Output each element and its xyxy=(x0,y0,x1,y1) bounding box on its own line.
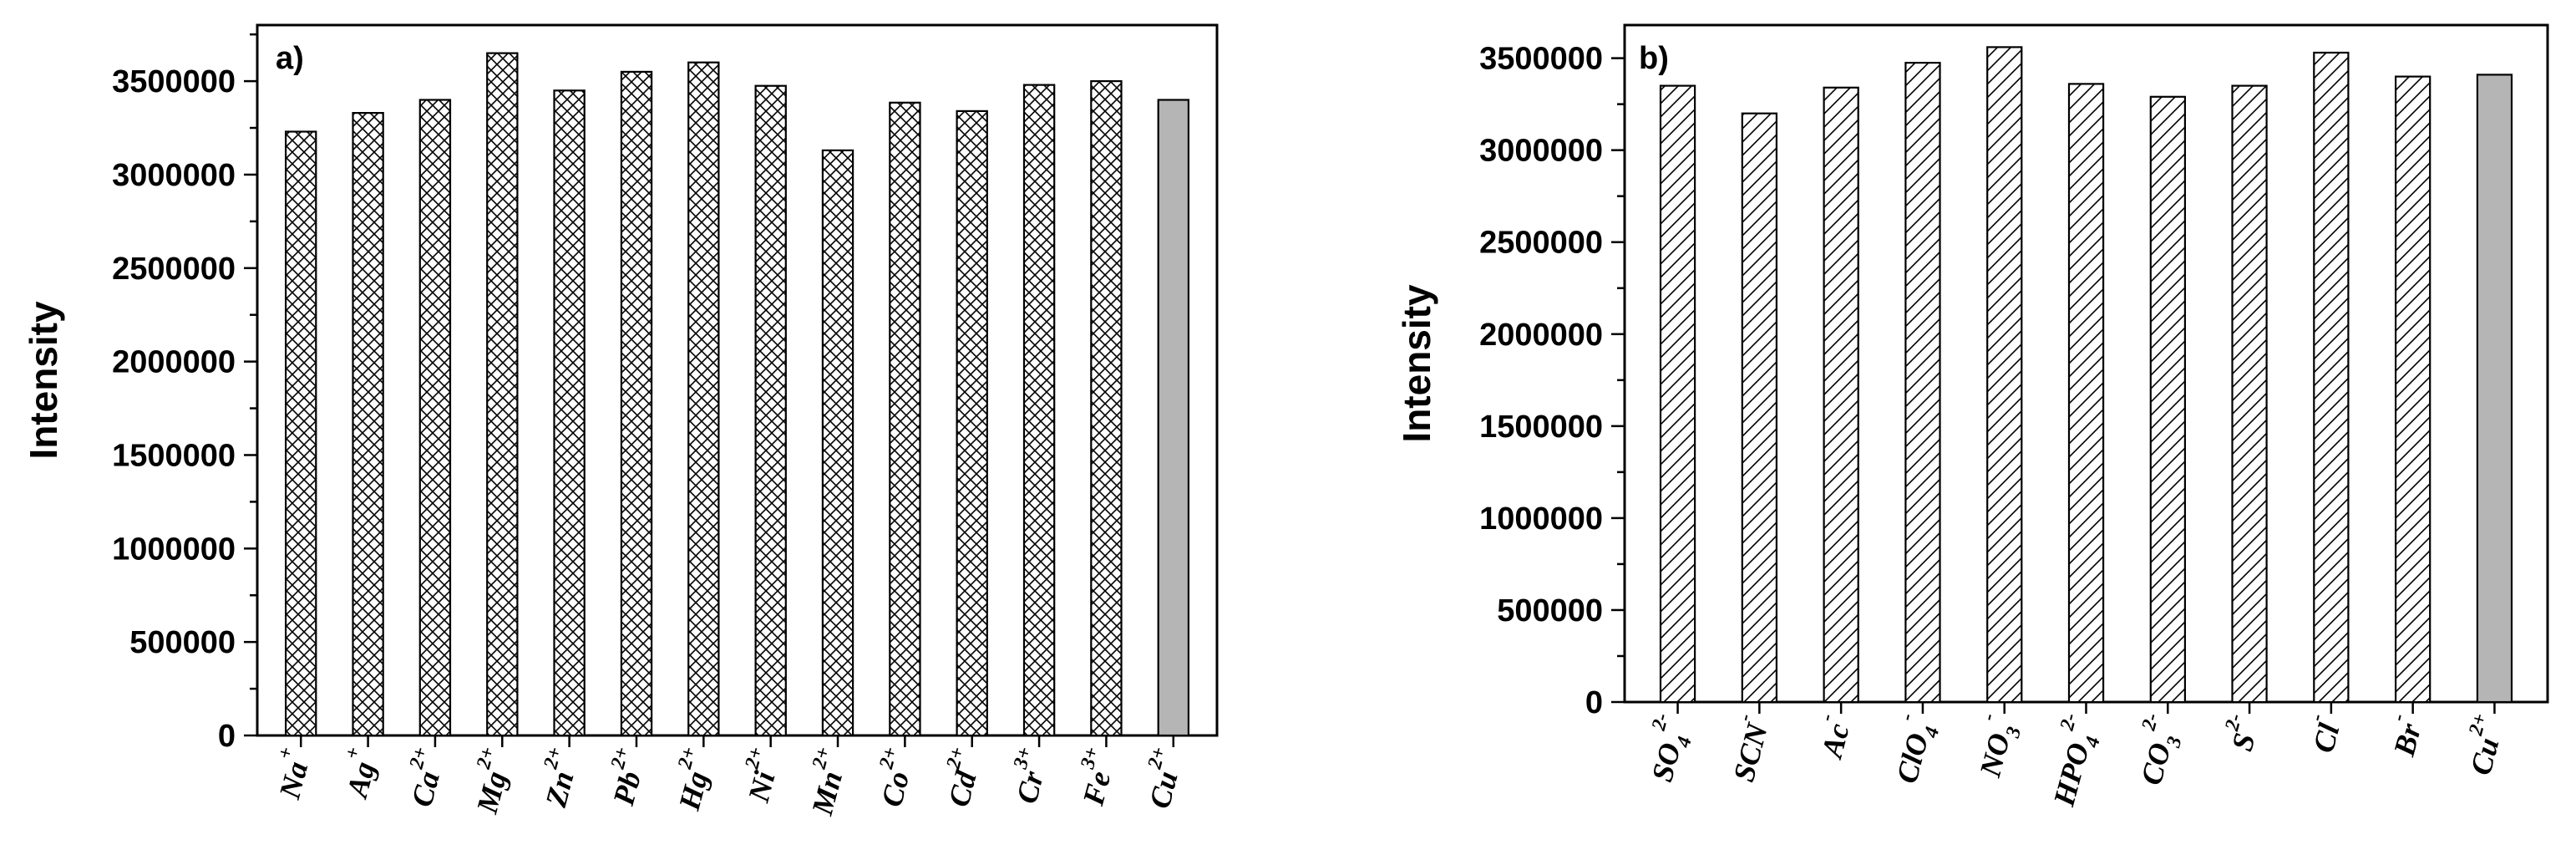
bar-b-5 xyxy=(2067,83,2105,704)
y-tick-label-a: 3000000 xyxy=(112,158,236,193)
bar-a-7 xyxy=(754,84,787,737)
bar-b-0 xyxy=(1659,84,1696,704)
bar-b-7 xyxy=(2231,84,2268,704)
x-category-label-b-0: SO42- xyxy=(1635,711,1701,787)
x-category-label-b-3: ClO4- xyxy=(1880,711,1946,789)
bar-a-5 xyxy=(620,70,653,737)
y-tick-label-a: 1500000 xyxy=(112,438,236,473)
panel-label-b: b) xyxy=(1639,41,1669,76)
bar-a-1 xyxy=(352,112,384,737)
y-axis-title-b: Intensity xyxy=(1395,284,1438,443)
x-category-label-a-9: Co2+ xyxy=(866,745,921,810)
x-category-label-b-8: Cl- xyxy=(2298,711,2347,756)
bar-b-3 xyxy=(1904,61,1941,704)
y-tick-label-a: 500000 xyxy=(129,625,236,660)
x-category-label-a-11: Cr3+ xyxy=(1001,745,1056,807)
bar-a-9 xyxy=(889,101,921,737)
y-tick-label-b: 3000000 xyxy=(1479,134,1603,169)
y-tick-label-a: 2500000 xyxy=(112,252,236,287)
bar-b-8 xyxy=(2313,51,2350,704)
y-axis-title-a: Intensity xyxy=(22,301,65,460)
y-tick-label-a: 0 xyxy=(218,719,236,754)
x-category-label-b-4: NO3- xyxy=(1963,711,2027,783)
panel-label-a: a) xyxy=(276,41,304,76)
y-tick-label-b: 1000000 xyxy=(1479,501,1603,537)
x-category-label-a-3: Mg2+ xyxy=(462,745,519,817)
bar-a-3 xyxy=(486,52,519,737)
bar-a-4 xyxy=(553,89,586,737)
x-category-label-a-5: Pb2+ xyxy=(598,745,653,809)
x-category-label-a-1: Ag+ xyxy=(332,745,384,802)
y-tick-label-b: 0 xyxy=(1585,685,1603,720)
y-tick-label-b: 2000000 xyxy=(1479,318,1603,353)
x-category-label-a-2: Ca2+ xyxy=(397,745,452,810)
x-category-label-a-10: Cd2+ xyxy=(934,745,989,810)
y-tick-label-a: 1000000 xyxy=(112,532,236,567)
y-tick-label-b: 3500000 xyxy=(1479,42,1603,77)
bar-b-4 xyxy=(1986,46,2023,704)
bar-b-2 xyxy=(1823,86,1859,704)
bar-b-10 xyxy=(2476,74,2513,704)
x-category-label-b-10: Cu2+ xyxy=(2456,711,2511,778)
y-tick-label-a: 2000000 xyxy=(112,345,236,380)
bar-a-12 xyxy=(1090,79,1123,737)
x-category-label-b-5: HPO42- xyxy=(2037,711,2109,812)
x-category-label-b-2: Ac- xyxy=(1807,711,1858,762)
x-category-label-a-12: Fe3+ xyxy=(1068,745,1123,809)
x-category-label-a-0: Na+ xyxy=(264,745,317,803)
bar-a-0 xyxy=(285,130,317,737)
y-tick-label-b: 2500000 xyxy=(1479,226,1603,261)
bar-a-8 xyxy=(821,149,854,737)
bar-a-13 xyxy=(1157,99,1189,737)
bar-a-2 xyxy=(418,99,452,737)
x-category-label-a-4: Zn2+ xyxy=(530,745,586,811)
chart-panel-a: 0 500000 1000000 1500000 2000000 2500000 30000… xyxy=(22,23,1219,819)
bar-a-6 xyxy=(687,61,720,737)
y-tick-label-a: 3500000 xyxy=(112,64,236,99)
x-category-label-b-7: S2- xyxy=(2217,711,2266,755)
bar-b-6 xyxy=(2149,95,2187,704)
chart-panel-b: 0 500000 1000000 1500000 2000000 2500000 30000… xyxy=(1395,23,2549,812)
bar-a-10 xyxy=(956,109,988,737)
y-tick-label-b: 500000 xyxy=(1497,593,1603,628)
x-category-label-a-13: Cu2+ xyxy=(1134,745,1189,812)
x-category-label-b-1: SCN- xyxy=(1719,711,1776,785)
bar-b-9 xyxy=(2395,75,2431,704)
x-category-label-a-8: Mn2+ xyxy=(797,745,854,819)
y-tick-label-b: 1500000 xyxy=(1479,410,1603,445)
plot-frame-a xyxy=(256,23,1219,737)
bar-a-11 xyxy=(1022,84,1056,737)
x-category-label-b-9: Br- xyxy=(2379,711,2429,760)
x-category-label-b-6: CO32- xyxy=(2125,711,2191,791)
x-category-label-a-7: Ni2+ xyxy=(733,745,788,806)
x-category-label-a-6: Hg2+ xyxy=(664,745,720,814)
bar-b-1 xyxy=(1741,112,1778,704)
